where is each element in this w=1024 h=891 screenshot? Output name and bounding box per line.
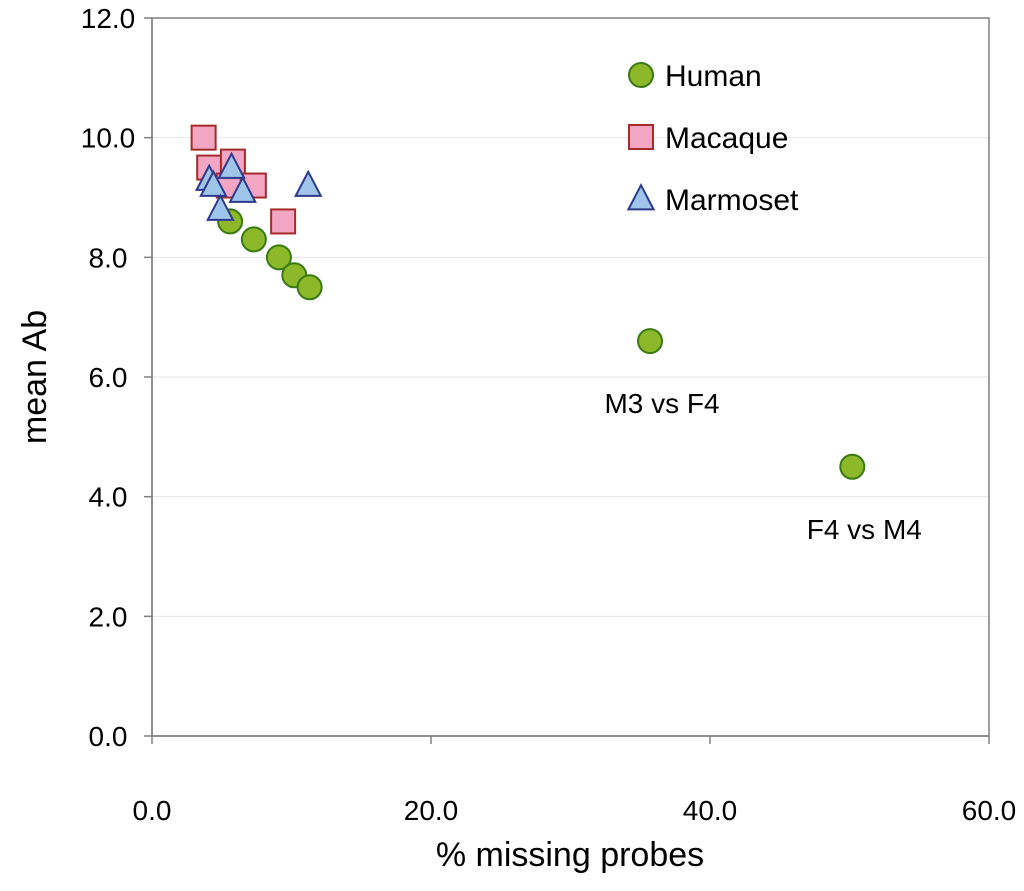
marmoset-point <box>217 151 246 179</box>
y-tick-label: 6.0 <box>89 362 128 393</box>
human-point <box>240 226 267 253</box>
legend: Human Macaque Marmoset <box>626 60 799 217</box>
x-tick-label: 0.0 <box>133 795 172 826</box>
tick-labels: 0.0 2.0 4.0 6.0 8.0 10.0 12.0 0.0 20.0 40.0 60.0 <box>81 3 1017 826</box>
y-tick-label: 0.0 <box>89 721 128 752</box>
human-point <box>839 453 866 480</box>
point-annotation: F4 vs M4 <box>807 514 922 545</box>
point-annotation: M3 vs F4 <box>604 388 719 419</box>
legend-marker-macaque <box>628 124 654 150</box>
legend-marker-marmoset <box>626 183 656 211</box>
data-points <box>190 124 866 480</box>
human-point <box>296 274 323 301</box>
x-tick-label: 40.0 <box>683 795 738 826</box>
x-tick-label: 20.0 <box>404 795 459 826</box>
y-tick-label: 2.0 <box>89 601 128 632</box>
human-point <box>637 328 664 355</box>
macaque-point <box>190 124 217 151</box>
y-tick-label: 4.0 <box>89 482 128 513</box>
y-tick-label: 8.0 <box>89 242 128 273</box>
legend-label-marmoset: Marmoset <box>665 184 799 217</box>
y-tick-label: 12.0 <box>81 3 136 34</box>
y-tick-label: 10.0 <box>81 123 136 154</box>
annotations: M3 vs F4 F4 vs M4 <box>604 388 921 545</box>
legend-marker-human <box>628 62 654 88</box>
human-point <box>265 244 292 271</box>
x-axis-title: % missing probes <box>436 836 704 874</box>
axes <box>144 17 990 744</box>
marmoset-point <box>293 169 323 197</box>
marmoset-point <box>206 193 235 221</box>
legend-label-macaque: Macaque <box>665 122 788 155</box>
macaque-point <box>270 208 297 235</box>
marmoset-point <box>228 175 257 203</box>
y-axis-title: mean Ab <box>16 310 54 444</box>
x-tick-label: 60.0 <box>962 795 1017 826</box>
marmoset-point <box>199 169 228 197</box>
legend-label-human: Human <box>665 60 762 93</box>
